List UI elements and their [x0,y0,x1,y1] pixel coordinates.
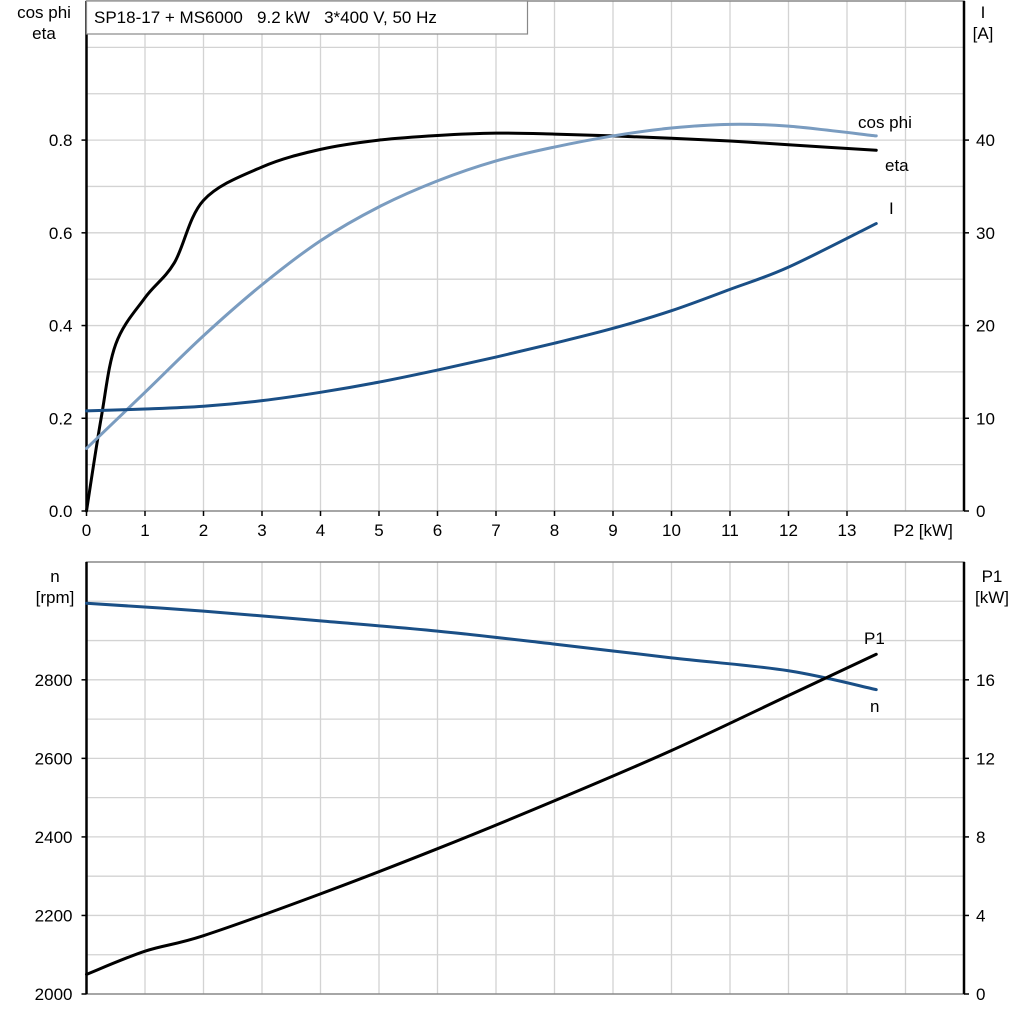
y-left-tick-label: 0.0 [49,502,73,521]
series-line-n [85,601,878,692]
series-line-eta [85,131,878,513]
y-left-axis-label: [rpm] [36,588,75,607]
x-tick-label: 4 [316,521,325,540]
x-tick-label: 7 [491,521,500,540]
y-right-tick-label: 8 [976,828,985,847]
y-right-tick-label: 40 [976,131,995,150]
y-right-axis-label: [A] [973,24,994,43]
series-label-cos-phi: cos phi [858,113,912,132]
x-tick-label: 9 [608,521,617,540]
y-right-axis-label: [kW] [975,588,1009,607]
y-left-tick-label: 0.6 [49,224,73,243]
y-left-tick-label: 2600 [35,749,73,768]
x-tick-label: 13 [838,521,857,540]
x-tick-label: 11 [721,521,739,540]
plot-frame [85,0,965,512]
x-tick-label: 3 [257,521,266,540]
y-right-tick-label: 4 [976,906,985,925]
x-tick-label: 0 [82,521,91,540]
plot-frame [85,561,965,995]
y-left-tick-label: 0.8 [49,131,73,150]
y-left-tick-label: 0.2 [49,409,73,428]
series-line-I [85,222,878,413]
chart-title: SP18-17 + MS6000 9.2 kW 3*400 V, 50 Hz [94,8,437,27]
series-line-cos-phi [85,122,878,450]
x-tick-label: 5 [374,521,383,540]
x-tick-label: 10 [662,521,681,540]
y-left-tick-label: 2400 [35,828,73,847]
y-right-tick-label: 30 [976,224,995,243]
y-left-tick-label: 2200 [35,906,73,925]
chart-title-box: SP18-17 + MS6000 9.2 kW 3*400 V, 50 Hz [85,0,529,35]
y-left-tick-label: 2000 [35,985,73,1004]
title-frame [85,0,529,35]
series-label-eta: eta [885,156,909,175]
y-left-axis-label: n [50,567,59,586]
y-right-tick-label: 20 [976,317,995,336]
x-tick-label: 8 [550,521,559,540]
x-tick-label: 12 [779,521,798,540]
y-right-axis-label: P1 [982,567,1003,586]
x-tick-label: 6 [433,521,442,540]
y-left-axis-label: eta [32,24,56,43]
y-right-tick-label: 0 [976,502,985,521]
y-left-axis-label: cos phi [17,3,71,22]
y-right-axis-label: I [981,3,986,22]
y-right-tick-label: 16 [976,671,995,690]
panel-1: 2000 2200 2400 2600 2800 0 4 8 12 16 n [rpm] P1 [kW] n… [35,561,1009,1004]
y-right-tick-label: 12 [976,749,995,768]
x-tick-label: 2 [199,521,208,540]
x-axis-label: P2 [kW] [893,521,953,540]
y-left-tick-label: 2800 [35,671,73,690]
y-left-tick-label: 0.4 [49,317,73,336]
y-right-tick-label: 0 [976,985,985,1004]
panel-0: 0.0 0.2 0.4 0.6 0.8 0 10 20 30 40 cos phi eta I [A] 0 1… [17,0,995,540]
y-right-tick-label: 10 [976,409,995,428]
series-line-P1 [85,652,878,976]
series-label-n: n [870,697,879,716]
series-label-P1: P1 [864,629,885,648]
series-label-I: I [889,199,894,218]
x-tick-label: 1 [140,521,149,540]
